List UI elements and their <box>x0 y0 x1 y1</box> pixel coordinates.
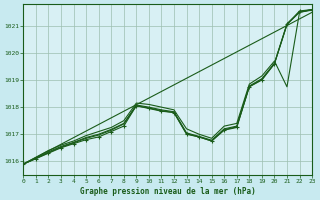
X-axis label: Graphe pression niveau de la mer (hPa): Graphe pression niveau de la mer (hPa) <box>80 187 256 196</box>
